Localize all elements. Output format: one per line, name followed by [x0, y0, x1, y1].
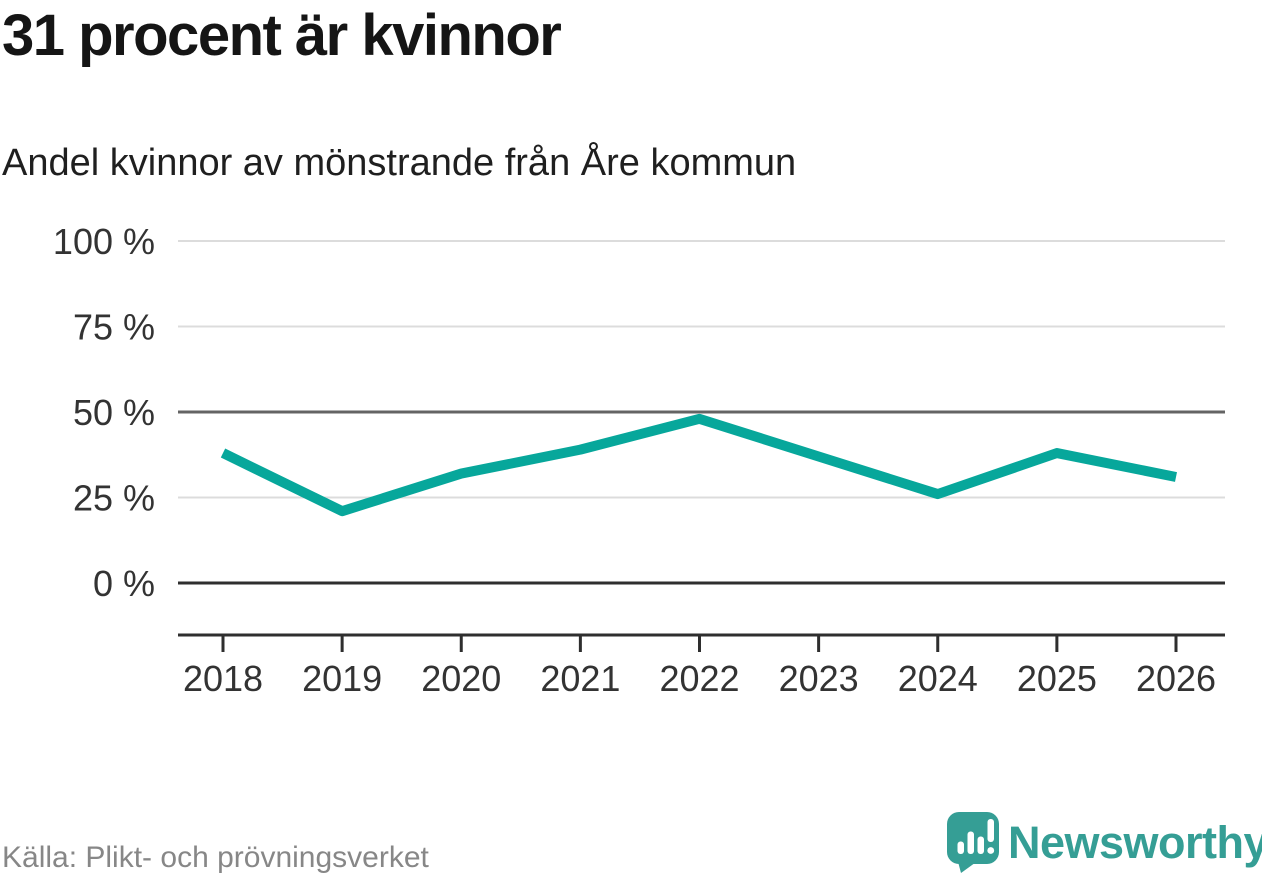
y-axis-tick-label: 25 %	[73, 478, 155, 519]
chart-subtitle: Andel kvinnor av mönstrande från Åre kom…	[2, 142, 797, 184]
x-axis-tick-label: 2023	[779, 658, 859, 699]
y-axis-tick-label: 50 %	[73, 392, 155, 433]
logo-bar-3	[977, 836, 984, 854]
y-axis-tick-label: 100 %	[53, 221, 155, 262]
x-axis-tick-label: 2021	[540, 658, 620, 699]
logo-wordmark: Newsworthy	[1008, 817, 1262, 868]
x-axis-tick-label: 2024	[898, 658, 978, 699]
x-axis-tick-label: 2018	[183, 658, 263, 699]
logo-bar-1	[957, 841, 964, 854]
x-axis-tick-label: 2019	[302, 658, 382, 699]
logo-bar-2	[967, 831, 974, 854]
chart-title: 31 procent är kvinnor	[2, 3, 562, 68]
x-axis-tick-label: 2022	[659, 658, 739, 699]
y-axis-tick-label: 0 %	[93, 563, 155, 604]
logo-exclamation-icon	[987, 819, 994, 842]
data-line-andel-kvinnor-av-m-nstrande	[220, 413, 1177, 517]
x-axis-tick-label: 2026	[1136, 658, 1216, 699]
y-axis-tick-label: 75 %	[73, 307, 155, 348]
x-axis-tick-label: 2020	[421, 658, 501, 699]
newsworthy-speech-bubble-bar-chart-icon	[947, 812, 999, 873]
x-axis-tick-label: 2025	[1017, 658, 1097, 699]
newsworthy-logo: Newsworthy	[947, 812, 1262, 873]
source-credit: Källa: Plikt- och prövningsverket	[2, 841, 429, 874]
